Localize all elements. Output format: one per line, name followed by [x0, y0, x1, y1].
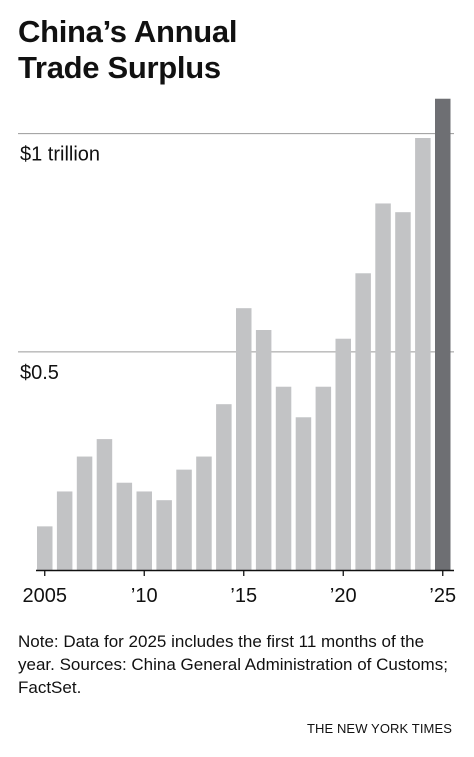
- bar: [176, 469, 192, 570]
- x-tick-label: ’25: [429, 585, 456, 607]
- bar: [236, 308, 252, 570]
- bar-highlight: [435, 98, 451, 571]
- x-tick-label: ’20: [330, 585, 357, 607]
- bar: [395, 212, 411, 570]
- bar: [196, 456, 212, 570]
- y-tick-label: $0.5: [20, 362, 59, 384]
- x-tick-label: ’15: [230, 585, 257, 607]
- bar: [136, 491, 152, 570]
- bar: [116, 482, 133, 570]
- bar: [415, 138, 431, 570]
- bar: [255, 330, 272, 570]
- bar: [216, 404, 232, 570]
- bar: [355, 273, 371, 570]
- x-tick-label: 2005: [23, 585, 68, 607]
- chart-title: China’s Annual Trade Surplus: [18, 14, 458, 86]
- bar: [56, 491, 73, 570]
- bar-chart: $0.5 $1 trillion 2005 ’10 ’15 ’20 ’25: [18, 98, 456, 607]
- bar: [76, 456, 93, 570]
- bar: [335, 338, 351, 570]
- bar: [156, 500, 172, 570]
- bar: [96, 439, 113, 570]
- bar: [375, 203, 391, 571]
- bar: [315, 386, 332, 570]
- y-tick-label: $1 trillion: [20, 144, 100, 166]
- bar: [275, 386, 292, 570]
- bar: [37, 526, 53, 570]
- title-line-1: China’s Annual: [18, 14, 238, 49]
- title-line-2: Trade Surplus: [18, 50, 221, 85]
- note-text: Note: Data for 2025 includes the first 1…: [18, 632, 448, 697]
- bar: [295, 417, 312, 570]
- credit-line: THE NEW YORK TIMES: [306, 721, 452, 736]
- x-tick-label: ’10: [131, 585, 158, 607]
